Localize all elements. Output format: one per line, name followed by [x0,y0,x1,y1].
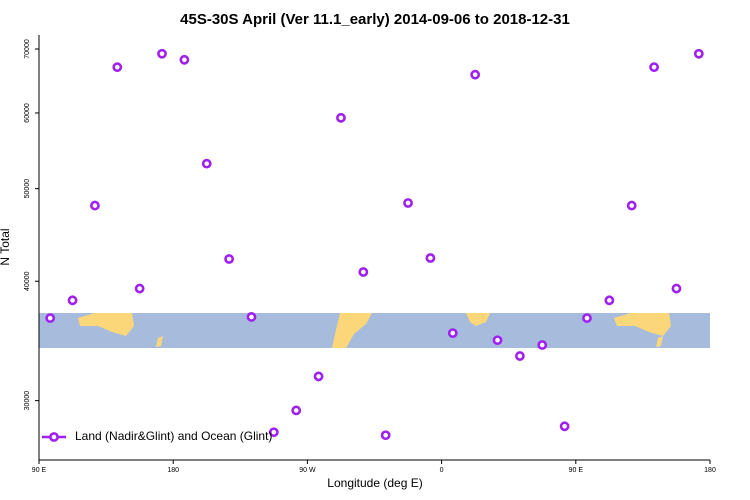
x-tick-label: 180 [704,467,716,474]
point [380,430,391,441]
point [112,62,123,73]
x-tick-label: 180 [167,467,179,474]
y-tick-label: 40000 [24,271,31,291]
point [45,313,56,323]
point [626,200,637,211]
x-tick-label: 0 [440,467,444,474]
point [693,48,704,59]
point [313,371,324,382]
map-strip [39,313,710,348]
point [179,54,190,65]
australia [614,313,671,336]
new-zealand [656,336,663,347]
point [201,158,212,169]
x-tick-label: 90 W [299,467,316,474]
point [604,295,615,306]
south-america [332,313,372,348]
y-axis-label: N Total [0,228,12,265]
point [447,328,458,339]
point [90,200,100,211]
x-tick-label: 90 E [32,467,47,474]
point [492,335,503,346]
point [358,267,369,277]
y-tick-label: 30000 [24,391,31,411]
point [403,198,413,208]
point [268,427,279,438]
point [671,283,682,294]
y-tick-label: 70000 [24,39,31,59]
x-axis-label: Longitude (deg E) [327,476,422,490]
africa [466,313,490,326]
ocean [39,313,710,348]
y-tick-label: 50000 [24,179,31,199]
point [291,405,302,416]
point [224,254,235,264]
legend-marker [49,432,59,442]
point [246,312,257,322]
point [559,421,570,432]
y-tick-label: 60000 [24,103,31,123]
australia [78,313,134,336]
point [157,48,167,59]
point [336,112,346,123]
point [67,295,78,306]
point [537,340,548,350]
point [582,313,592,323]
point [649,62,659,73]
x-tick-label: 90 E [569,467,584,474]
legend-label: Land (Nadir&Glint) and Ocean (Glint) [75,429,272,443]
point [134,283,145,294]
point [470,69,481,80]
point [514,351,525,361]
point [425,253,436,263]
new-zealand [156,336,163,347]
chart-title: 45S-30S April (Ver 11.1_early) 2014-09-0… [180,11,570,28]
